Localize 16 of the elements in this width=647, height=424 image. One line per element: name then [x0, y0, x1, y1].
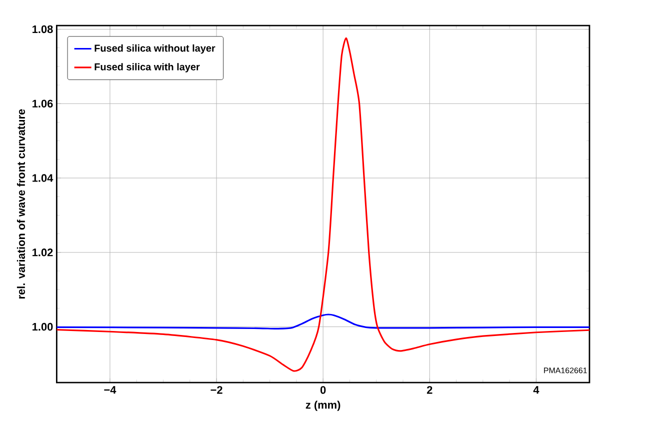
legend-label: Fused silica without layer [94, 44, 216, 54]
x-tick-label: 2 [426, 386, 432, 394]
line-series [56, 314, 590, 330]
x-tick-label: −4 [104, 386, 116, 394]
x-tick-label: 4 [533, 386, 540, 394]
x-tick-label: 0 [320, 386, 326, 394]
y-tick-label: 1.06 [32, 100, 53, 108]
y-axis-title: rel. variation of wave front curvature [16, 109, 26, 299]
y-tick-label: 1.04 [32, 174, 54, 182]
y-tick-label: 1.08 [32, 26, 53, 34]
x-tick-label: −2 [210, 386, 222, 394]
x-axis-title: z (mm) [306, 400, 340, 412]
line-series [56, 38, 590, 372]
legend-label: Fused silica with layer [94, 63, 200, 72]
y-tick-label: 1.02 [32, 248, 53, 256]
y-tick-label: 1.00 [32, 323, 53, 331]
